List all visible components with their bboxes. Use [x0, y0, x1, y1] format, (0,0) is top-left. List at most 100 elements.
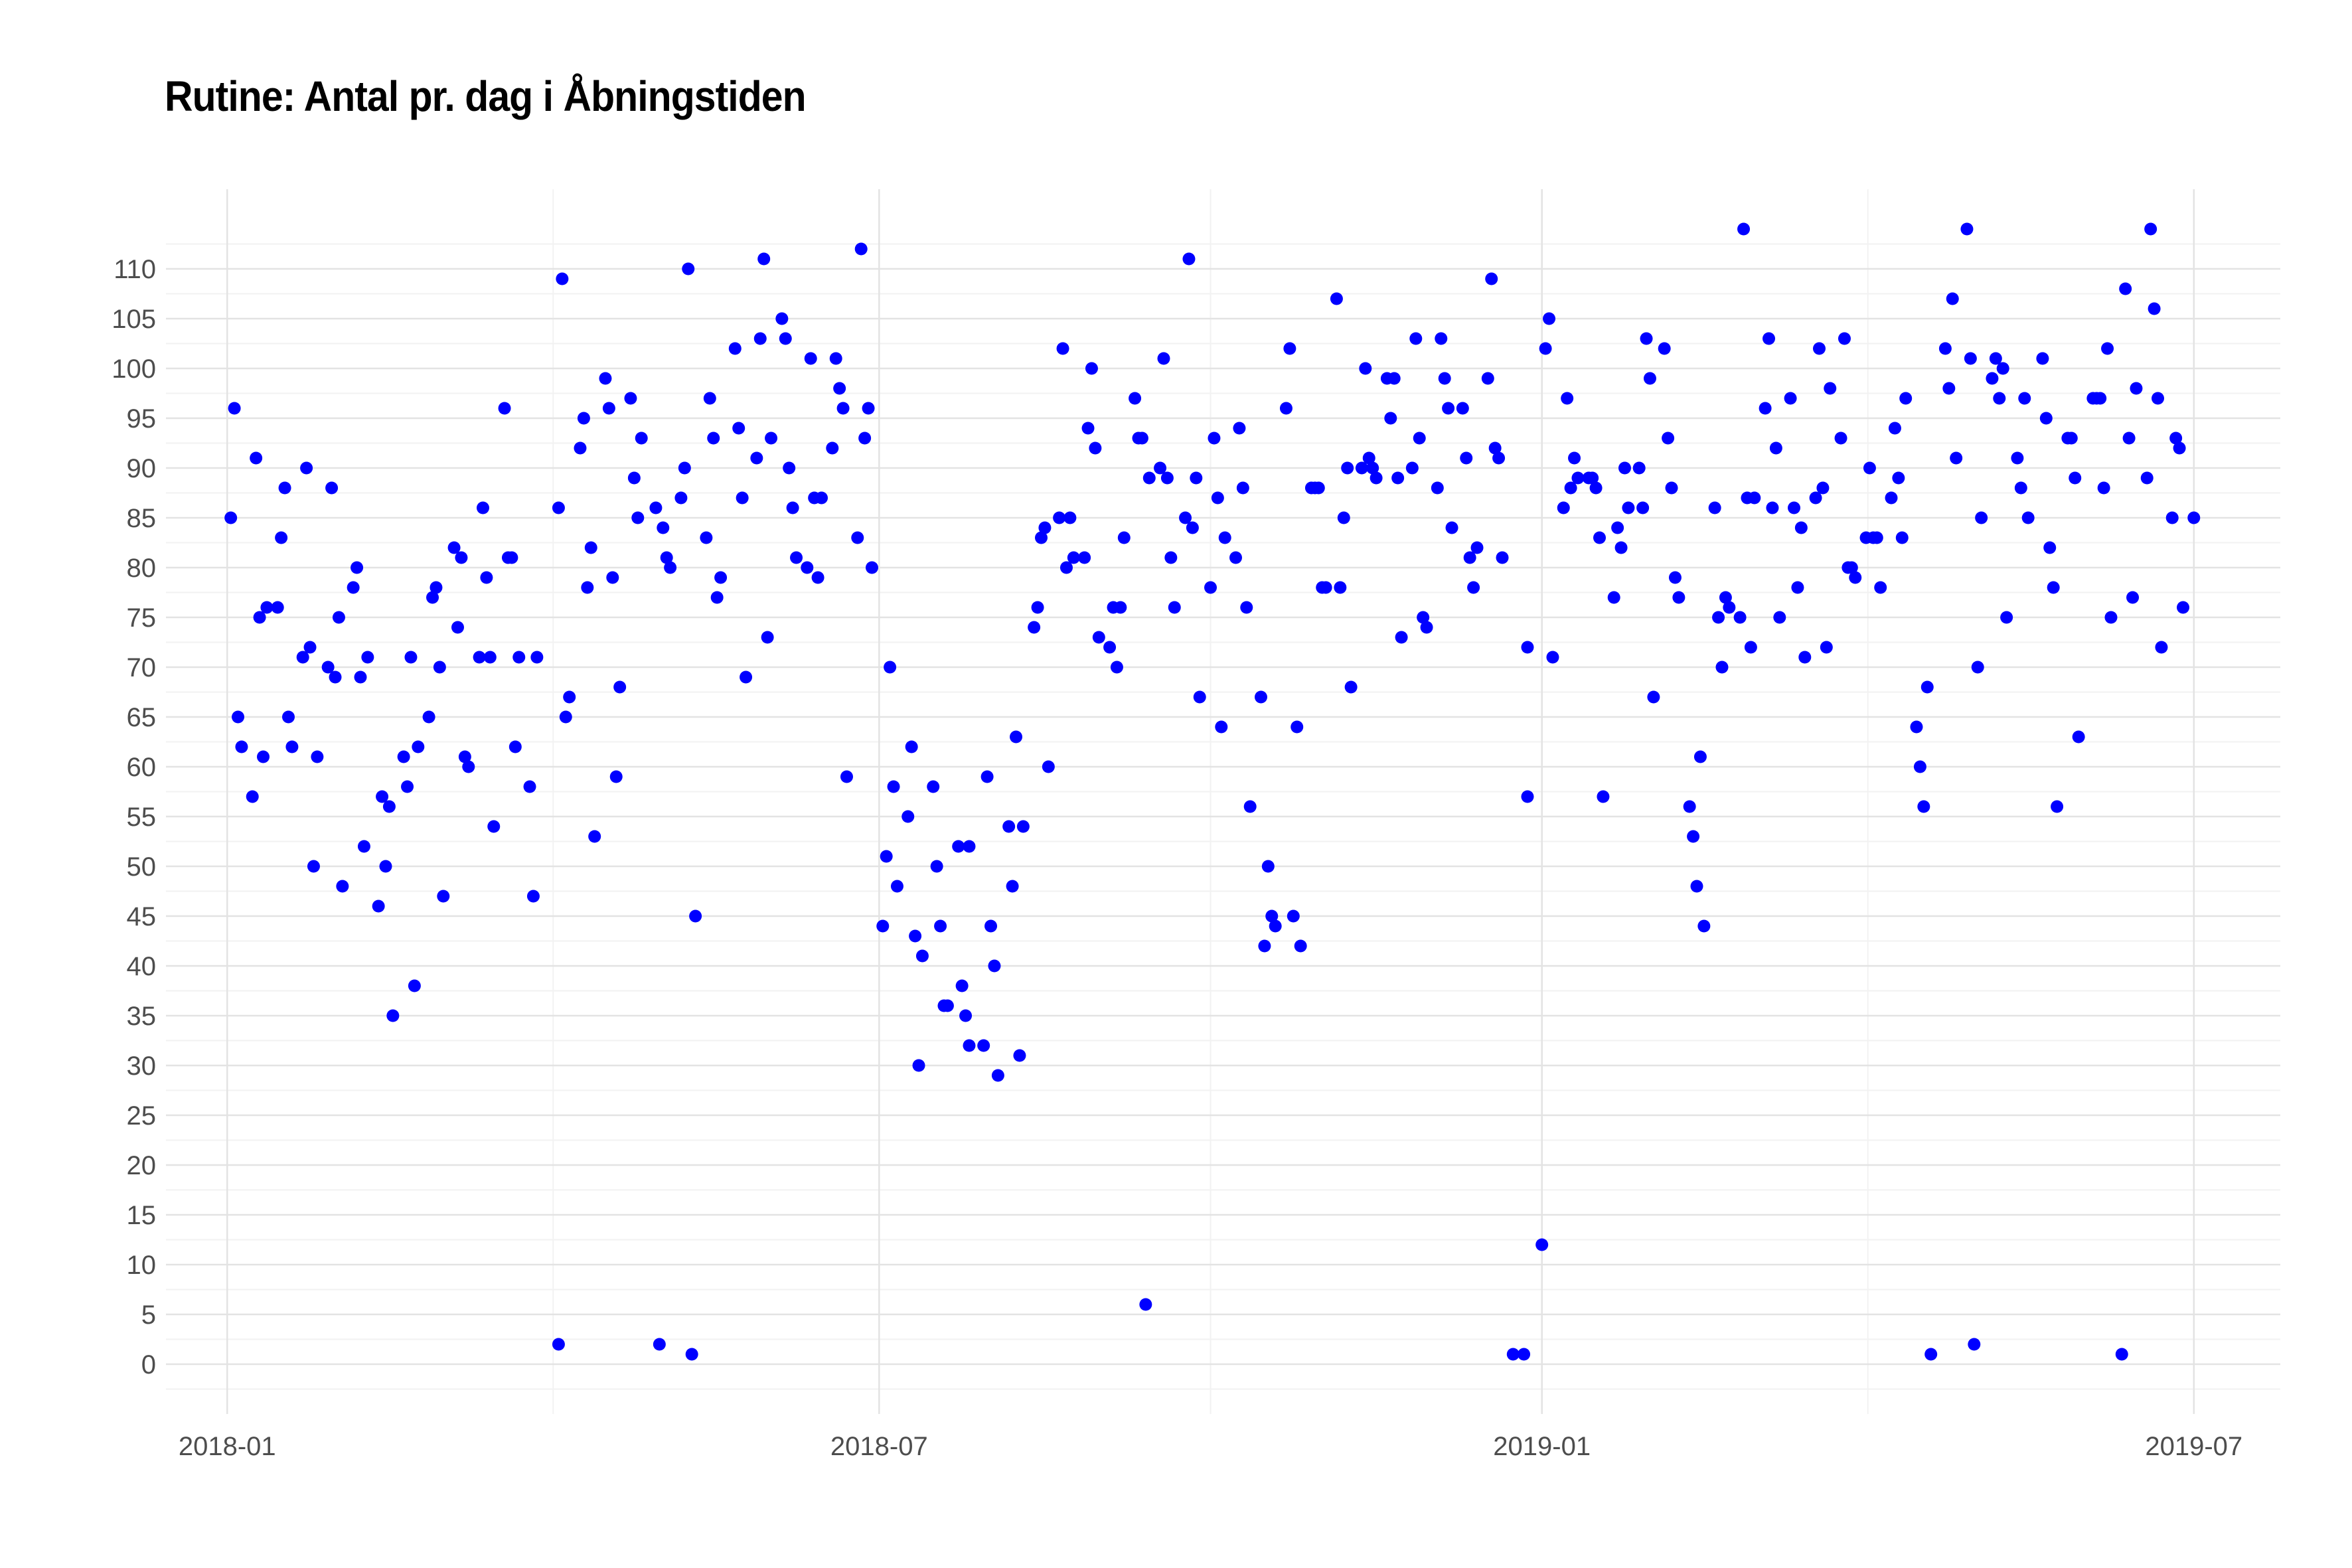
- data-point: [991, 1069, 1004, 1082]
- data-point: [790, 551, 803, 564]
- data-point: [1693, 750, 1707, 763]
- data-point: [2165, 511, 2179, 524]
- y-tick-label: 85: [127, 504, 157, 533]
- data-point: [1763, 332, 1776, 345]
- data-point: [1924, 1348, 1938, 1361]
- data-point: [714, 571, 728, 584]
- data-point: [1211, 491, 1224, 505]
- data-point: [1059, 561, 1073, 574]
- data-point: [1561, 392, 1574, 405]
- data-point: [401, 780, 414, 793]
- y-tick-label: 90: [127, 454, 157, 483]
- data-point: [1413, 431, 1426, 445]
- data-point: [1719, 591, 1732, 604]
- data-point: [1063, 511, 1077, 524]
- data-point: [689, 909, 702, 923]
- data-point: [2000, 611, 2013, 624]
- data-point: [927, 780, 940, 793]
- data-point: [426, 591, 439, 604]
- data-point: [1463, 551, 1476, 564]
- data-point: [624, 392, 637, 405]
- data-point: [1971, 661, 1984, 674]
- data-point: [1405, 461, 1419, 475]
- data-point: [473, 651, 486, 664]
- y-tick-label: 80: [127, 554, 157, 583]
- data-point: [1089, 441, 1102, 455]
- y-tick-label: 25: [127, 1101, 157, 1131]
- data-point: [1888, 422, 1901, 435]
- data-point: [1773, 611, 1786, 624]
- data-point: [1986, 372, 1999, 385]
- data-point: [552, 501, 565, 514]
- data-point: [753, 332, 767, 345]
- data-point: [930, 860, 943, 873]
- data-point: [1265, 909, 1279, 923]
- data-point: [1254, 690, 1267, 704]
- data-point: [2144, 222, 2157, 236]
- data-point: [1564, 481, 1577, 495]
- data-point: [1794, 521, 1808, 534]
- data-point: [1571, 471, 1585, 485]
- data-point: [357, 840, 370, 853]
- data-point: [1442, 402, 1455, 415]
- data-point: [664, 561, 677, 574]
- data-point: [963, 840, 976, 853]
- data-point: [332, 611, 345, 624]
- data-point: [1431, 481, 1444, 495]
- data-point: [1409, 332, 1423, 345]
- data-point: [1287, 909, 1300, 923]
- data-point: [1395, 631, 1408, 644]
- data-point: [836, 402, 850, 415]
- y-tick-label: 10: [127, 1251, 157, 1280]
- data-point: [1204, 581, 1217, 594]
- data-point: [1784, 392, 1797, 405]
- data-point: [325, 481, 339, 495]
- data-point: [1809, 491, 1822, 505]
- data-point: [1744, 641, 1757, 654]
- data-point: [2094, 392, 2107, 405]
- data-point: [826, 441, 839, 455]
- data-point: [379, 860, 392, 873]
- data-point: [1798, 651, 1812, 664]
- data-point: [1769, 441, 1782, 455]
- data-point: [285, 740, 299, 753]
- data-point: [613, 680, 627, 694]
- data-point: [530, 651, 544, 664]
- data-point: [1665, 481, 1678, 495]
- data-point: [1845, 561, 1858, 574]
- data-point: [1568, 451, 1581, 465]
- data-point: [1546, 651, 1559, 664]
- data-point: [1078, 551, 1091, 564]
- data-point: [1362, 451, 1375, 465]
- data-point: [1081, 422, 1095, 435]
- data-point: [476, 501, 489, 514]
- chart-title: Rutine: Antal pr. dag i Åbningstiden: [165, 72, 807, 120]
- data-point: [1042, 760, 1055, 773]
- data-point: [1179, 511, 1192, 524]
- data-point: [884, 661, 897, 674]
- data-point: [865, 561, 878, 574]
- data-point: [783, 461, 796, 475]
- data-point: [354, 670, 367, 684]
- data-point: [275, 531, 288, 544]
- data-point: [351, 561, 364, 574]
- data-point: [246, 790, 259, 803]
- data-point: [307, 860, 320, 873]
- data-point: [1279, 402, 1293, 415]
- data-point: [1467, 581, 1480, 594]
- data-point: [1215, 720, 1228, 734]
- data-point: [1521, 641, 1534, 654]
- data-point: [1766, 501, 1779, 514]
- data-point: [577, 412, 590, 425]
- data-point: [1964, 352, 1977, 365]
- data-point: [336, 880, 349, 893]
- data-point: [509, 740, 522, 753]
- y-tick-label: 15: [127, 1201, 157, 1230]
- data-point: [959, 1009, 973, 1022]
- data-point: [941, 999, 954, 1012]
- data-point: [736, 491, 749, 505]
- data-point: [833, 382, 846, 395]
- data-point: [977, 1039, 990, 1052]
- data-point: [1485, 272, 1498, 285]
